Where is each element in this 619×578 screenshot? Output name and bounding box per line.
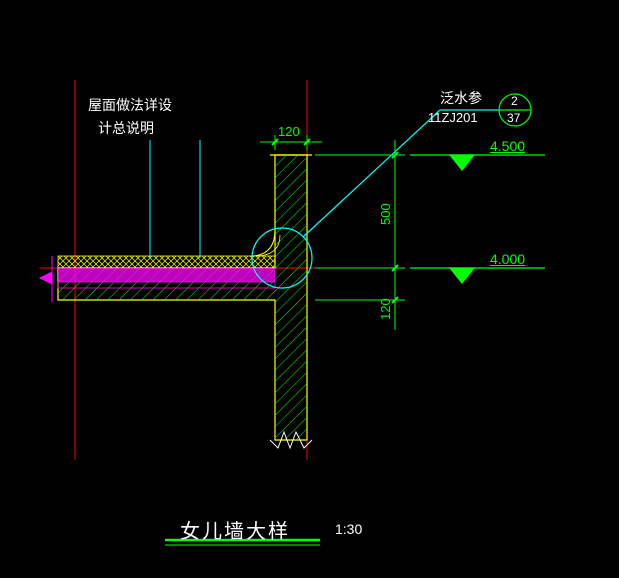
dim-parapet-height-text: 500	[378, 203, 393, 225]
roof-note-leader	[150, 140, 200, 258]
dim-slab-thickness-text: 120	[378, 298, 393, 320]
elev-slab-text: 4.000	[490, 251, 525, 267]
elevation-marker-top	[410, 155, 545, 170]
roof-note-line1: 屋面做法详设	[88, 95, 172, 115]
section-break-left	[40, 256, 52, 302]
ref-code-label: 11ZJ201	[428, 110, 478, 125]
ref-num-top: 2	[511, 94, 518, 108]
elevation-marker-slab	[410, 268, 545, 283]
flashing-ref-label: 泛水参	[440, 88, 482, 108]
drawing-title: 女儿墙大样	[180, 515, 290, 544]
ref-num-bottom: 37	[507, 111, 520, 125]
concrete-hatch	[58, 155, 307, 440]
roof-note-line2: 计总说明	[98, 118, 154, 138]
drawing-scale: 1:30	[335, 521, 362, 537]
roof-finish-layer	[58, 200, 280, 268]
elev-top-text: 4.500	[490, 138, 525, 154]
dim-wall-thickness-text: 120	[278, 124, 300, 139]
